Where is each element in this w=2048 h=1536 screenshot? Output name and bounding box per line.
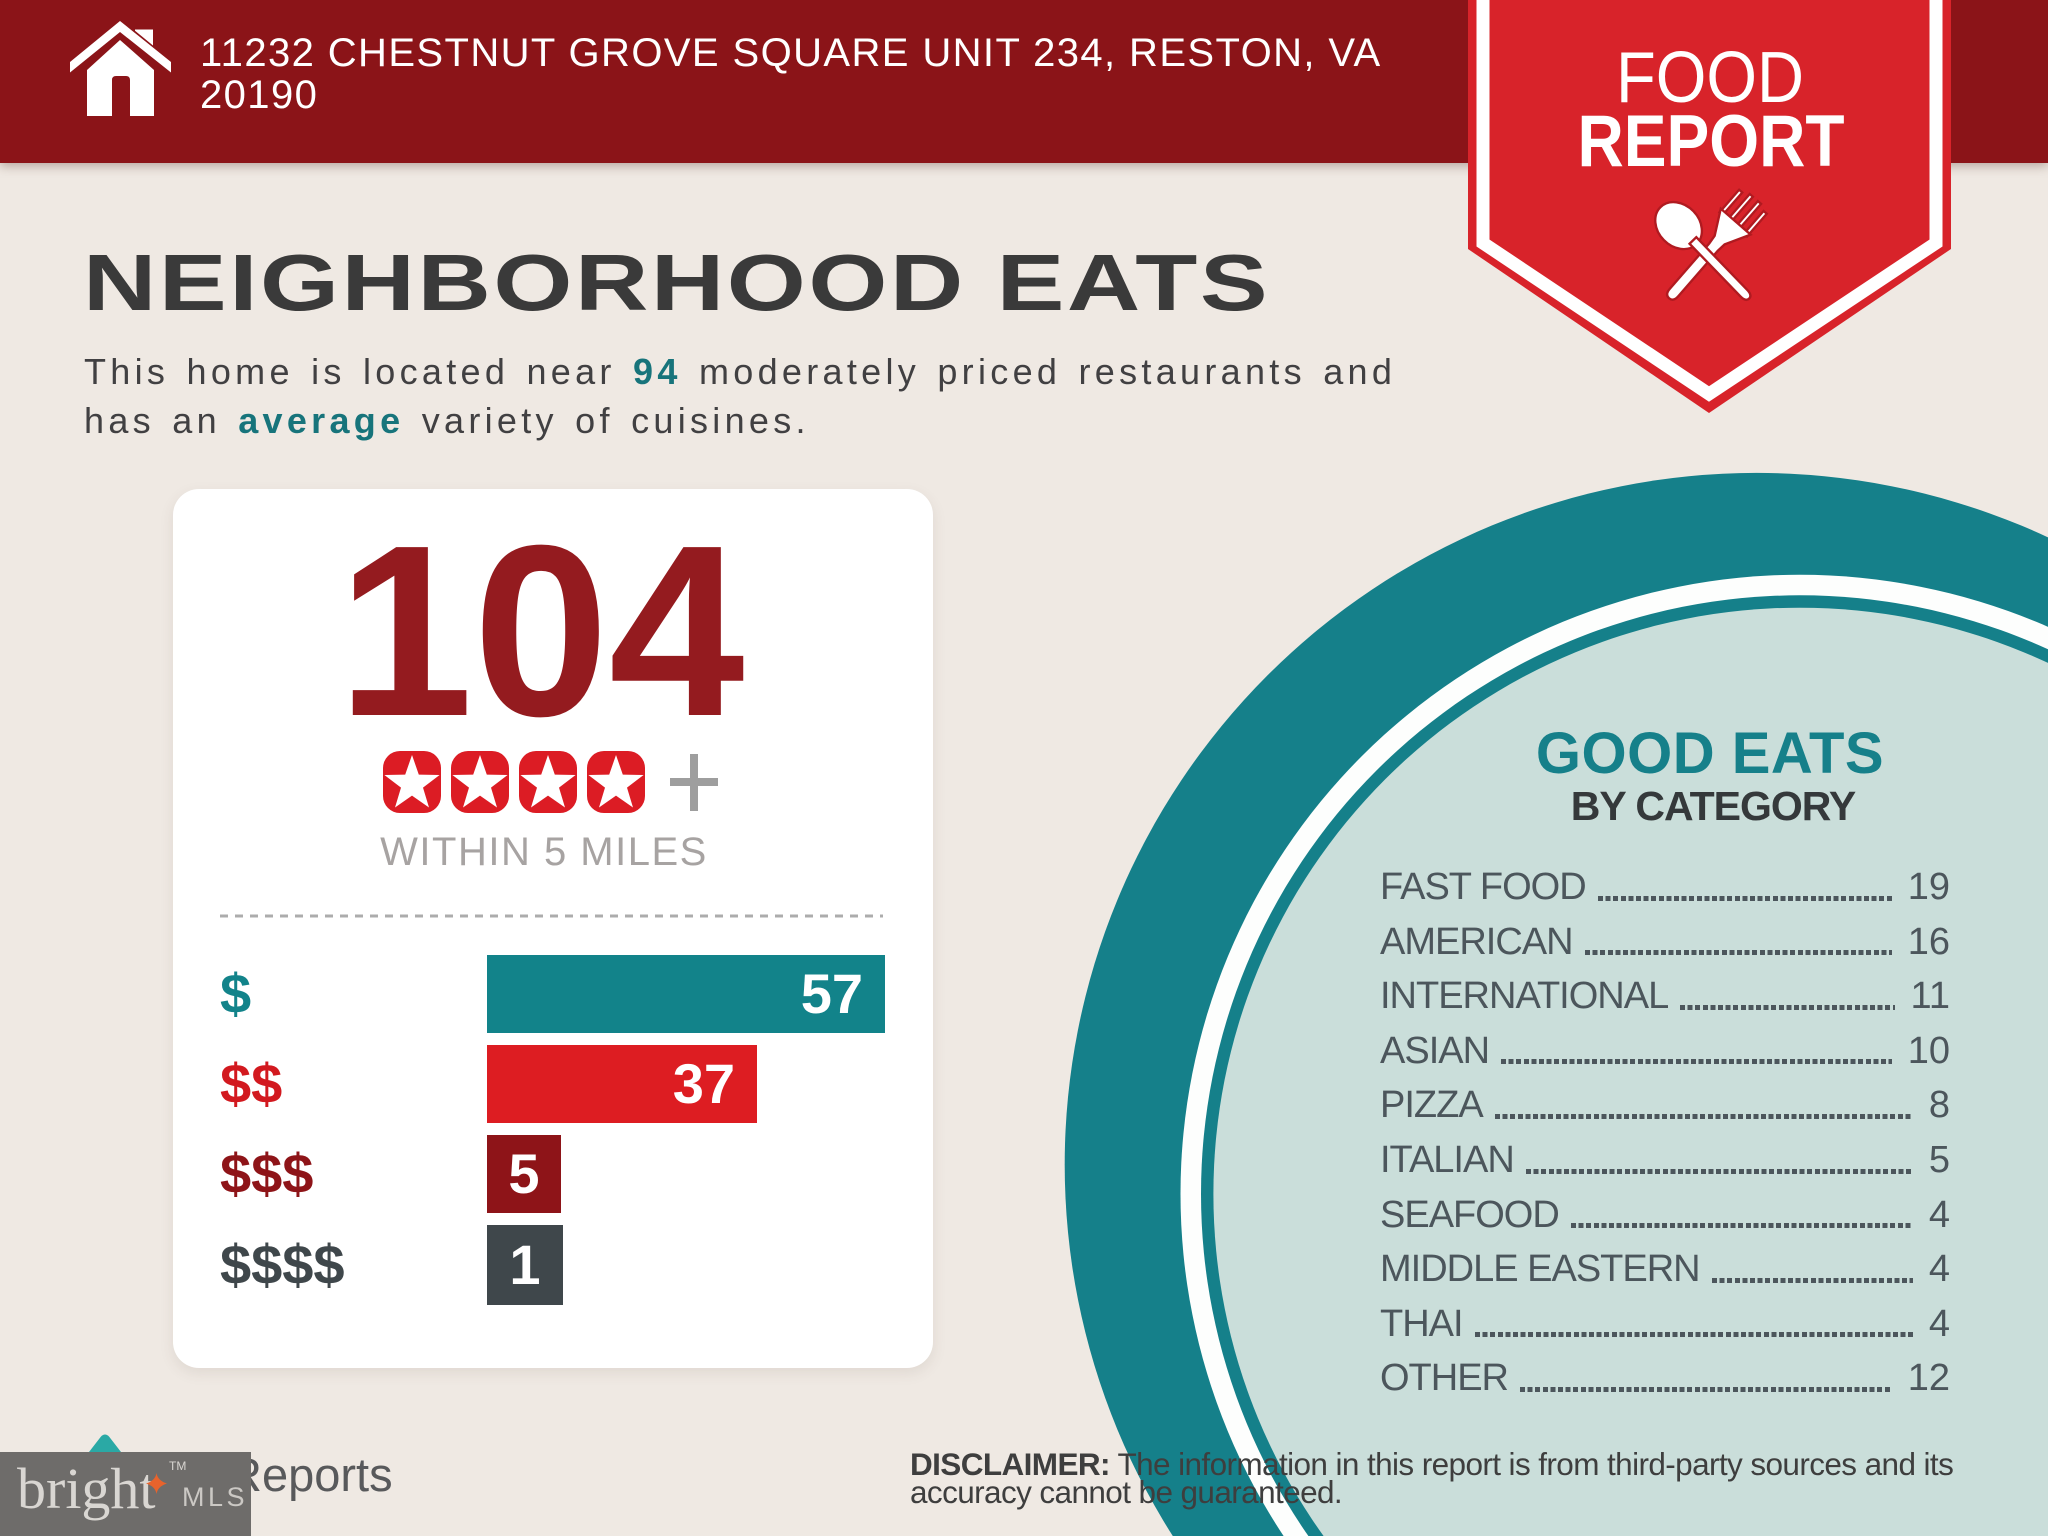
svg-text:REPORT: REPORT	[1578, 101, 1845, 182]
svg-text:FOOD: FOOD	[1616, 38, 1804, 118]
